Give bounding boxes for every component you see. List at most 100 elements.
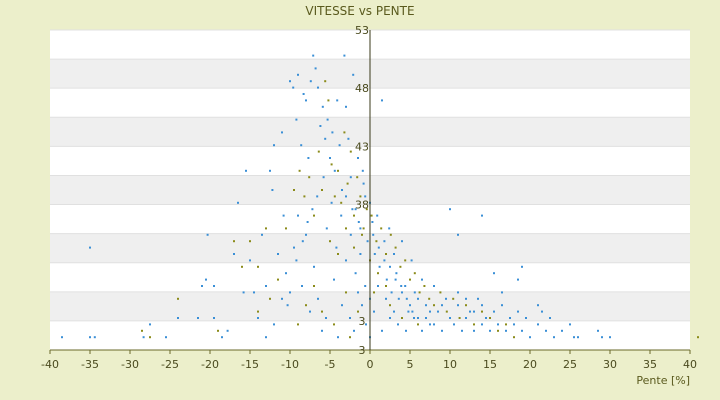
data-point (425, 304, 427, 307)
data-point (93, 336, 96, 339)
data-point (561, 329, 563, 332)
data-point (362, 182, 365, 185)
data-point (377, 246, 380, 249)
data-point (449, 317, 451, 319)
data-point (553, 336, 555, 339)
data-point (356, 176, 359, 179)
data-point (359, 227, 362, 230)
data-point (481, 214, 483, 217)
data-point (306, 221, 309, 223)
data-point (458, 317, 461, 319)
data-point (297, 214, 299, 217)
data-point (340, 214, 343, 217)
data-point (521, 329, 523, 332)
data-point (292, 86, 295, 89)
data-point (493, 272, 495, 275)
data-point (349, 150, 352, 153)
data-point (445, 310, 448, 313)
x-tick-label: -25 (161, 358, 179, 371)
data-point (285, 227, 287, 230)
data-point (393, 253, 395, 255)
data-point (481, 304, 483, 307)
data-point (213, 317, 215, 319)
data-point (345, 291, 347, 294)
data-point (441, 329, 443, 332)
data-point (330, 201, 333, 204)
data-point (501, 291, 503, 294)
data-point (465, 297, 467, 300)
data-point (343, 131, 346, 134)
data-point (61, 336, 63, 339)
data-point (393, 310, 395, 313)
data-point (213, 285, 215, 287)
data-point (429, 310, 431, 313)
data-point (307, 157, 310, 159)
data-point (473, 310, 475, 313)
x-tick-label: 0 (367, 358, 374, 371)
data-point (305, 304, 307, 307)
data-point (489, 329, 491, 332)
data-point (351, 208, 354, 211)
x-tick-label: -20 (201, 358, 219, 371)
data-point (529, 336, 531, 339)
data-point (390, 291, 393, 294)
data-point (335, 246, 338, 249)
data-point (289, 291, 291, 294)
data-point (317, 297, 319, 300)
data-point (413, 291, 416, 294)
y-tick-label: 3 (359, 344, 366, 357)
data-point (513, 323, 515, 326)
data-point (505, 329, 507, 332)
data-point (549, 317, 551, 319)
data-point (302, 93, 305, 95)
data-point (261, 233, 263, 236)
data-point (509, 317, 511, 319)
data-point (457, 291, 459, 294)
data-point (423, 285, 426, 287)
x-tick-label: 15 (483, 358, 497, 371)
data-point (241, 265, 243, 268)
data-point (349, 317, 351, 319)
x-axis-label: Pente [%] (636, 374, 690, 387)
data-point (417, 297, 419, 300)
data-point (388, 227, 391, 230)
data-point (265, 336, 267, 339)
x-tick-label: 20 (523, 358, 537, 371)
data-point (597, 329, 599, 332)
data-point (221, 336, 223, 339)
data-point (505, 323, 507, 326)
data-point (317, 86, 319, 89)
data-point (489, 317, 491, 319)
data-point (371, 221, 374, 223)
data-point (297, 323, 299, 326)
data-point (399, 265, 402, 268)
data-point (308, 176, 311, 179)
data-point (313, 265, 315, 268)
data-point (378, 265, 381, 268)
data-point (473, 323, 475, 326)
data-point (397, 297, 400, 300)
data-point (316, 195, 319, 198)
data-point (341, 189, 343, 191)
data-point (331, 131, 334, 134)
data-point (242, 291, 245, 294)
data-point (321, 310, 323, 313)
data-point (245, 169, 247, 172)
data-point (217, 329, 219, 332)
data-point (177, 297, 179, 300)
data-point (265, 227, 267, 230)
data-point (341, 304, 343, 307)
data-point (418, 291, 421, 294)
data-point (357, 310, 359, 313)
x-tick-label: -5 (325, 358, 336, 371)
data-point (354, 272, 357, 275)
data-point (457, 304, 459, 307)
data-point (361, 233, 363, 236)
data-point (697, 336, 699, 339)
data-point (394, 278, 397, 281)
data-point (142, 336, 145, 339)
data-point (373, 291, 375, 294)
data-point (345, 259, 347, 262)
data-point (319, 125, 322, 127)
data-point (359, 253, 362, 255)
